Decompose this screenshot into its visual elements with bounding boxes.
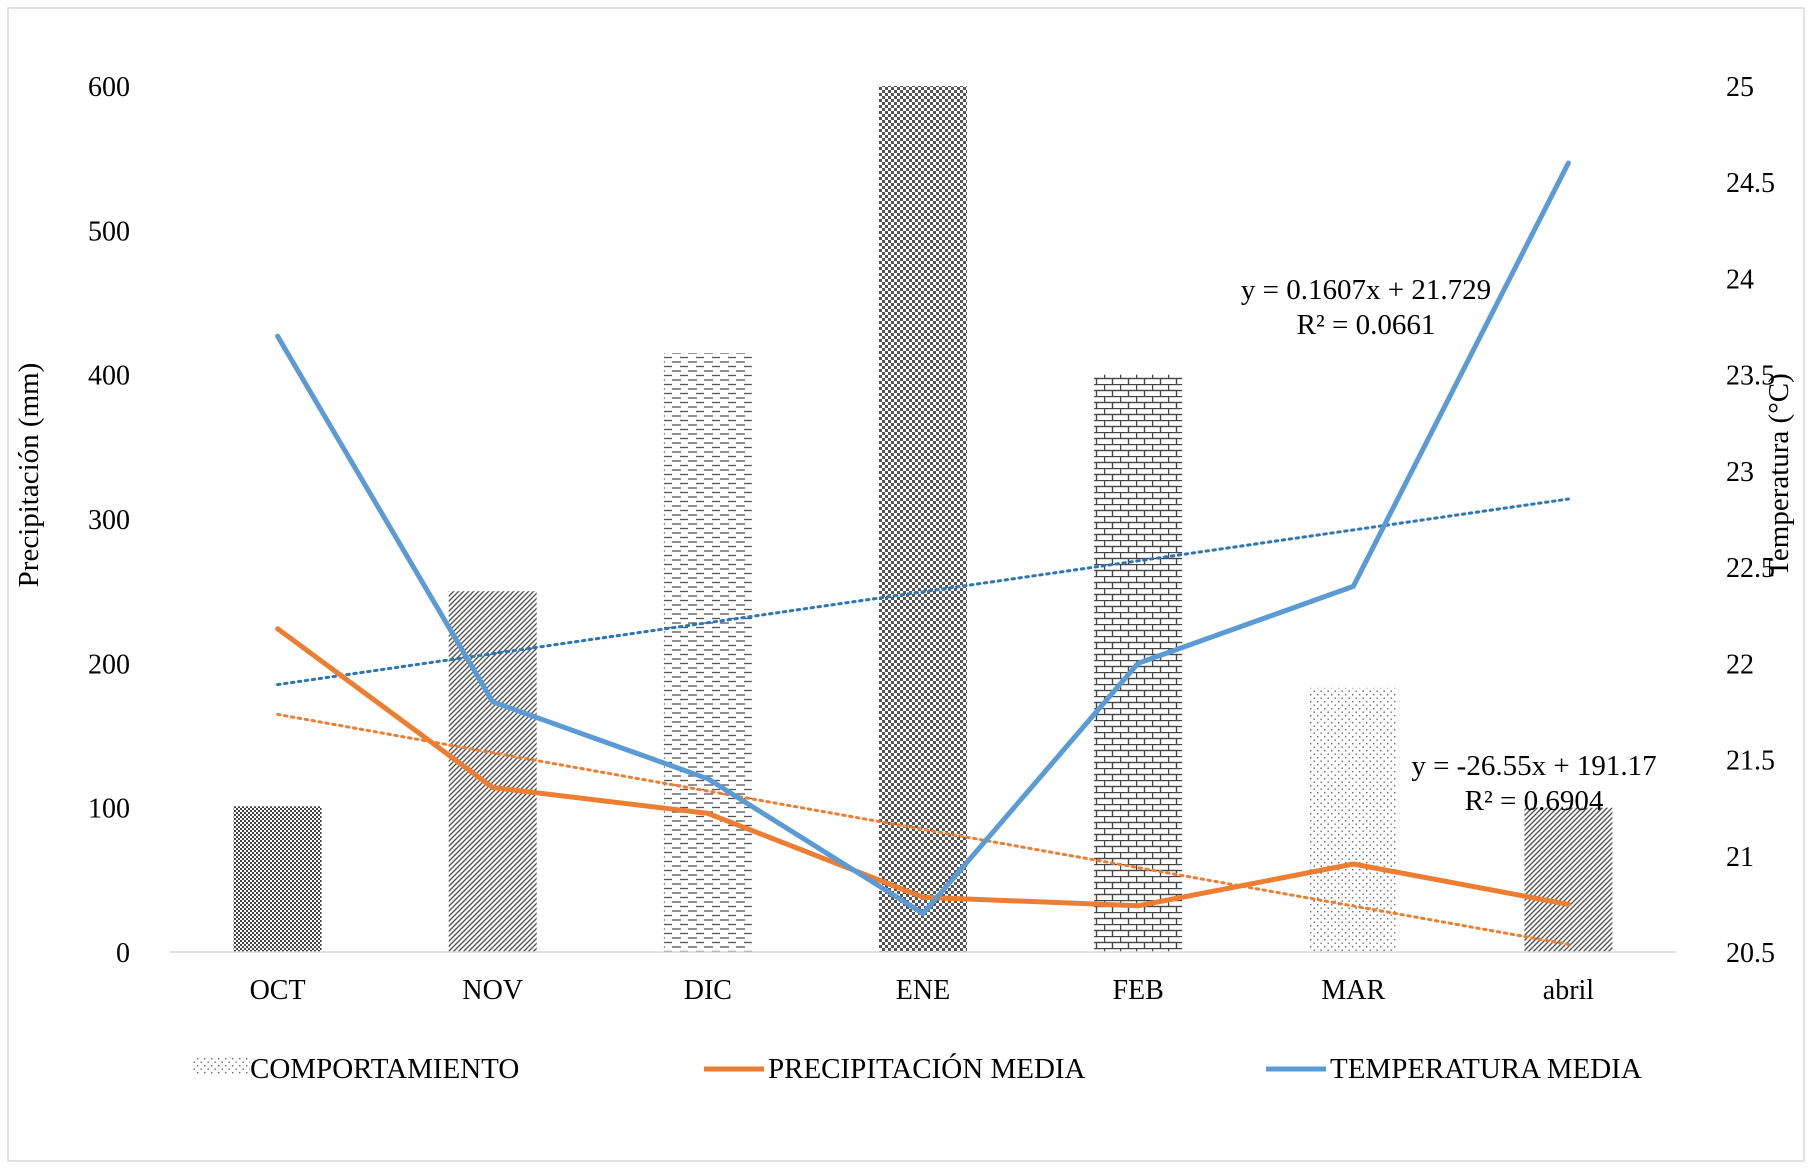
left-axis-title: Precipitación (mm): [13, 363, 45, 588]
x-tick-label: ENE: [896, 975, 950, 1006]
bar-abril: [1524, 807, 1613, 952]
left-tick-label: 100: [88, 794, 130, 825]
trendlines-layer: [276, 497, 1570, 946]
left-tick-label: 200: [88, 649, 130, 680]
x-axis-ticks: OCT NOV DIC ENE FEB MAR abril: [250, 975, 1595, 1006]
legend-item-precipitacion: PRECIPITACIÓN MEDIA: [704, 1052, 1086, 1085]
legend-item-comportamiento: COMPORTAMIENTO: [192, 1053, 519, 1085]
left-axis-ticks: 0 100 200 300 400 500 600: [88, 72, 130, 969]
right-axis-title: Temperatura (°C): [1763, 373, 1795, 577]
left-tick-label: 500: [88, 216, 130, 247]
bars-layer: [233, 86, 1613, 953]
precipitation-trendline-equation: y = -26.55x + 191.17: [1411, 750, 1656, 782]
series-lines-layer: [275, 160, 1571, 916]
legend-label-temperatura: TEMPERATURA MEDIA: [1330, 1053, 1642, 1085]
temperature-trendline-r2: R² = 0.0661: [1297, 309, 1436, 341]
right-tick-label: 21.5: [1726, 746, 1775, 777]
x-tick-label: OCT: [250, 975, 306, 1006]
temperature-trendline: [276, 497, 1570, 687]
left-tick-label: 400: [88, 361, 130, 392]
bar-ene: [879, 86, 967, 952]
x-tick-label: FEB: [1112, 975, 1163, 1006]
legend-item-temperatura: TEMPERATURA MEDIA: [1266, 1053, 1642, 1085]
right-tick-label: 21: [1726, 842, 1754, 873]
left-tick-label: 300: [88, 505, 130, 536]
legend-label-comportamiento: COMPORTAMIENTO: [250, 1053, 519, 1085]
temperature-trendline-equation: y = 0.1607x + 21.729: [1241, 274, 1491, 306]
x-tick-label: MAR: [1321, 975, 1385, 1006]
bar-mar: [1309, 687, 1398, 952]
precipitation-trendline-label: y = -26.55x + 191.17 R² = 0.6904: [1411, 750, 1656, 817]
legend: COMPORTAMIENTO PRECIPITACIÓN MEDIA TEMPE…: [192, 1052, 1642, 1085]
right-tick-label: 22: [1726, 649, 1754, 680]
temperature-trendline-label: y = 0.1607x + 21.729 R² = 0.0661: [1241, 274, 1491, 341]
right-tick-label: 24.5: [1726, 168, 1775, 199]
right-tick-label: 25: [1726, 72, 1754, 103]
x-tick-label: DIC: [684, 975, 732, 1006]
right-tick-label: 23: [1726, 457, 1754, 488]
left-tick-label: 600: [88, 72, 130, 103]
legend-label-precipitacion: PRECIPITACIÓN MEDIA: [768, 1052, 1086, 1085]
right-tick-label: 23.5: [1726, 361, 1775, 392]
right-tick-label: 20.5: [1726, 938, 1775, 969]
x-tick-label: abril: [1543, 975, 1595, 1006]
right-tick-label: 22.5: [1726, 553, 1775, 584]
x-tick-label: NOV: [462, 975, 523, 1006]
right-axis-ticks: 20.5 21 21.5 22 22.5 23 23.5 24 24.5 25: [1726, 72, 1775, 969]
bar-oct: [233, 806, 322, 952]
left-tick-label: 0: [116, 938, 130, 969]
precipitation-trendline-r2: R² = 0.6904: [1465, 785, 1604, 817]
legend-swatch-comportamiento: [192, 1058, 250, 1074]
precipitation-trendline: [276, 712, 1570, 946]
precipitation-line: [275, 626, 1571, 909]
right-tick-label: 24: [1726, 264, 1754, 295]
bar-dic: [663, 353, 752, 952]
temperature-line: [275, 160, 1571, 916]
